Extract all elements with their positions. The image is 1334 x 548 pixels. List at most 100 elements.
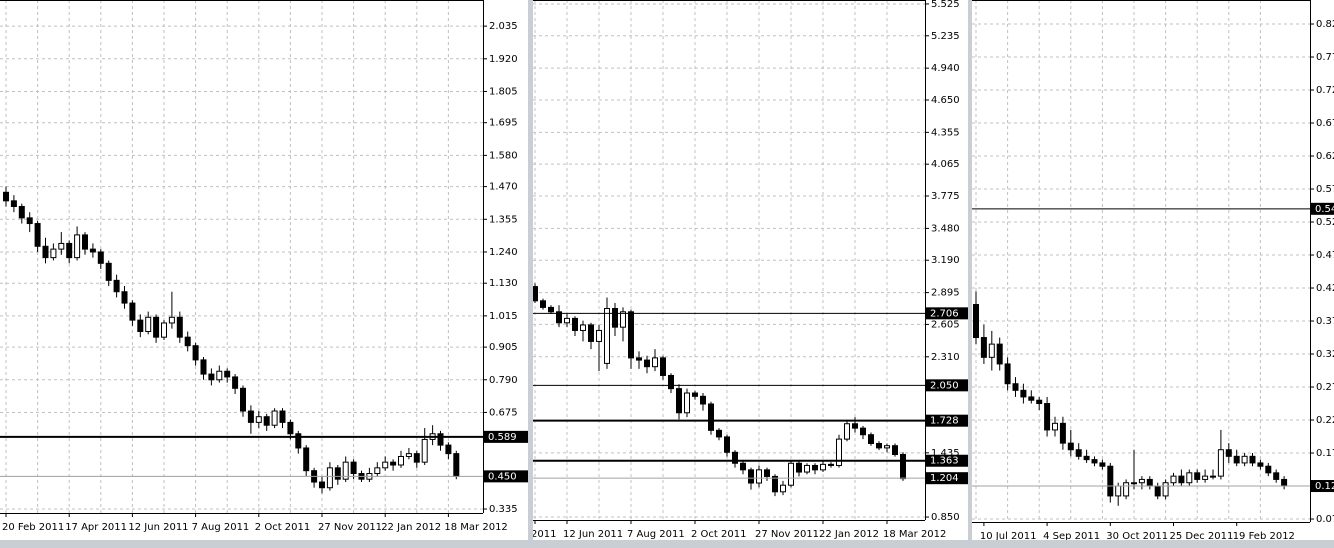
candle-body xyxy=(42,245,49,259)
x-tick-label: 19 Feb 2012 xyxy=(1233,531,1295,540)
y-tick-label: 1.805 xyxy=(489,86,518,97)
candle-body xyxy=(1265,465,1272,474)
x-tick-label: 22 Jan 2012 xyxy=(819,529,879,540)
candle-body xyxy=(684,392,690,414)
x-tick-label: 12 Jun 2011 xyxy=(563,529,623,540)
y-tick-label: 4.650 xyxy=(931,95,960,106)
candle-body xyxy=(540,300,546,308)
x-tick-label: 27 Nov 2011 xyxy=(755,529,819,540)
y-tick-label: 4.940 xyxy=(931,63,960,74)
candle-body xyxy=(980,337,987,358)
candle-body xyxy=(692,392,698,397)
price-label: 0.125 xyxy=(1315,481,1334,492)
y-tick-label: 5.525 xyxy=(931,0,960,10)
candle-body xyxy=(66,242,73,259)
candle-body xyxy=(548,306,554,313)
candle-body xyxy=(700,395,706,405)
candle-body xyxy=(200,359,207,375)
candle-body xyxy=(279,410,286,423)
candle-body xyxy=(26,217,33,225)
candle-body xyxy=(1210,475,1216,478)
y-tick-label: 3.775 xyxy=(931,191,960,202)
candle-body xyxy=(247,410,254,423)
y-tick-label: 2.310 xyxy=(931,352,960,363)
candle-body xyxy=(1036,399,1043,405)
candle-body xyxy=(868,434,874,445)
candle-body xyxy=(224,370,231,378)
y-tick-label: 2.035 xyxy=(489,21,518,32)
candle-body xyxy=(1131,482,1137,485)
candle-body xyxy=(50,248,57,259)
candle-body xyxy=(644,359,650,368)
candle-body xyxy=(628,311,634,359)
y-tick-label: 1.130 xyxy=(489,278,518,289)
candle-body xyxy=(1012,383,1019,391)
candle-body xyxy=(192,345,199,361)
candle-body xyxy=(812,464,818,471)
candle-body xyxy=(1225,449,1232,457)
candle-body xyxy=(413,453,420,463)
price-label-box xyxy=(484,470,528,483)
price-label-box xyxy=(926,414,968,427)
candle-body xyxy=(374,467,381,475)
candle-body xyxy=(604,308,610,364)
candle-body xyxy=(405,453,412,457)
x-tick-label: 7 Aug 2011 xyxy=(627,529,685,540)
x-tick-label: 10 Jul 2011 xyxy=(980,531,1037,540)
candle-body xyxy=(764,469,770,477)
y-tick-label: 0.905 xyxy=(489,342,518,353)
candle-body xyxy=(342,461,349,480)
y-tick-label: 4.355 xyxy=(931,127,960,138)
candle-body xyxy=(271,410,278,426)
price-label-box xyxy=(484,430,528,443)
candle-body xyxy=(1044,403,1051,431)
candle-body xyxy=(1107,465,1114,497)
candle-body xyxy=(860,427,866,436)
candle-body xyxy=(161,322,167,338)
x-tick-label: 12 Jun 2011 xyxy=(128,522,188,533)
price-label-box xyxy=(1311,480,1334,493)
candle-body xyxy=(18,206,25,219)
candle-body xyxy=(676,388,682,414)
candle-body xyxy=(844,423,850,440)
candle-body xyxy=(748,469,754,484)
candle-body xyxy=(3,191,9,202)
candle-body xyxy=(82,234,88,250)
candle-body xyxy=(334,467,341,480)
candle-body xyxy=(892,445,898,455)
candle-body xyxy=(216,370,223,381)
y-tick-label: 2.605 xyxy=(931,319,960,330)
x-tick-label: 20 Feb 2011 xyxy=(2,522,64,533)
candle-body xyxy=(326,467,333,489)
candle-body xyxy=(445,444,452,455)
candle-body xyxy=(113,279,120,293)
candle-body xyxy=(660,357,666,376)
candle-body xyxy=(732,451,738,464)
candle-body xyxy=(572,317,578,331)
candle-body xyxy=(1186,472,1193,484)
candle-body xyxy=(58,242,65,250)
y-tick-label: 2.895 xyxy=(931,288,960,299)
candle-body xyxy=(716,429,722,438)
price-label: 1.204 xyxy=(930,473,959,484)
y-tick-label: 0.525 xyxy=(1316,217,1334,228)
candle-body xyxy=(636,357,642,361)
candle-body xyxy=(319,481,325,489)
chart-panel: 5.525 5.235 4.940 4.650 4.355 4.065 3.775 3.480… xyxy=(533,0,968,540)
candle-body xyxy=(421,438,428,463)
candle-body xyxy=(1154,485,1161,497)
candle-body xyxy=(255,416,262,423)
candle-body xyxy=(900,453,906,480)
x-tick-label: 18 Mar 2012 xyxy=(883,529,946,540)
candle-body xyxy=(382,461,389,469)
price-label-box xyxy=(926,472,968,485)
y-tick-label: 0.850 xyxy=(931,512,960,523)
candle-body xyxy=(973,304,979,339)
candle-body xyxy=(804,464,810,473)
candle-body xyxy=(89,248,96,253)
price-label: 2.050 xyxy=(930,380,959,391)
candle-body xyxy=(184,336,191,347)
x-tick-label: 2 Oct 2011 xyxy=(255,522,310,533)
price-label: 1.363 xyxy=(930,456,959,467)
candle-body xyxy=(350,461,357,475)
